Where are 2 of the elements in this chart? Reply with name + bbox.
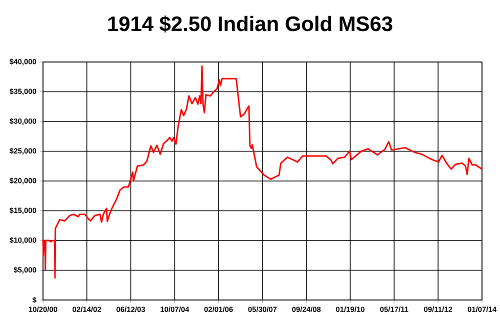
line-series	[42, 65, 483, 279]
chart-title: 1914 $2.50 Indian Gold MS63	[108, 15, 392, 33]
